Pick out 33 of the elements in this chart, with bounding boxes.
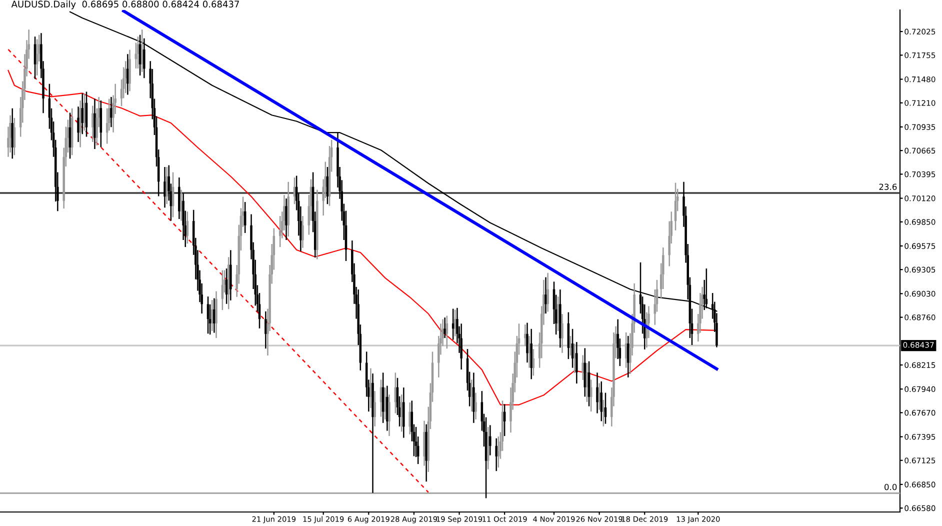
candlestick: [561, 314, 564, 353]
candlestick: [34, 36, 36, 79]
candlestick: [302, 216, 304, 248]
candlestick: [495, 438, 498, 472]
candlestick: [602, 400, 605, 426]
candlestick: [524, 324, 526, 346]
candlestick: [546, 272, 549, 312]
annotation: 0.0: [884, 484, 897, 490]
candlestick: [489, 425, 492, 456]
candlestick: [285, 198, 288, 240]
chart-title: AUDUSD.Daily 0.68695 0.68800 0.68424 0.68437: [11, 0, 239, 10]
candlestick: [408, 402, 411, 434]
candlestick: [596, 372, 598, 414]
candlestick: [166, 166, 168, 204]
candlestick: [138, 34, 142, 76]
candlestick: [582, 355, 584, 380]
candlestick: [264, 311, 267, 349]
candlestick: [81, 93, 84, 134]
candlestick: [569, 336, 572, 356]
candlestick: [600, 381, 603, 422]
candlestick: [474, 392, 477, 420]
candlestick: [374, 391, 376, 426]
candlestick: [627, 336, 630, 378]
candlestick: [526, 322, 528, 363]
candlestick: [444, 318, 446, 338]
candlestick: [556, 296, 560, 332]
candlestick: [460, 324, 462, 370]
candlestick: [143, 38, 146, 78]
candlestick: [576, 342, 578, 384]
annotation: 23.6: [879, 184, 897, 190]
candlestick: [136, 36, 140, 68]
candlestick: [573, 344, 576, 374]
candlestick: [388, 394, 390, 436]
